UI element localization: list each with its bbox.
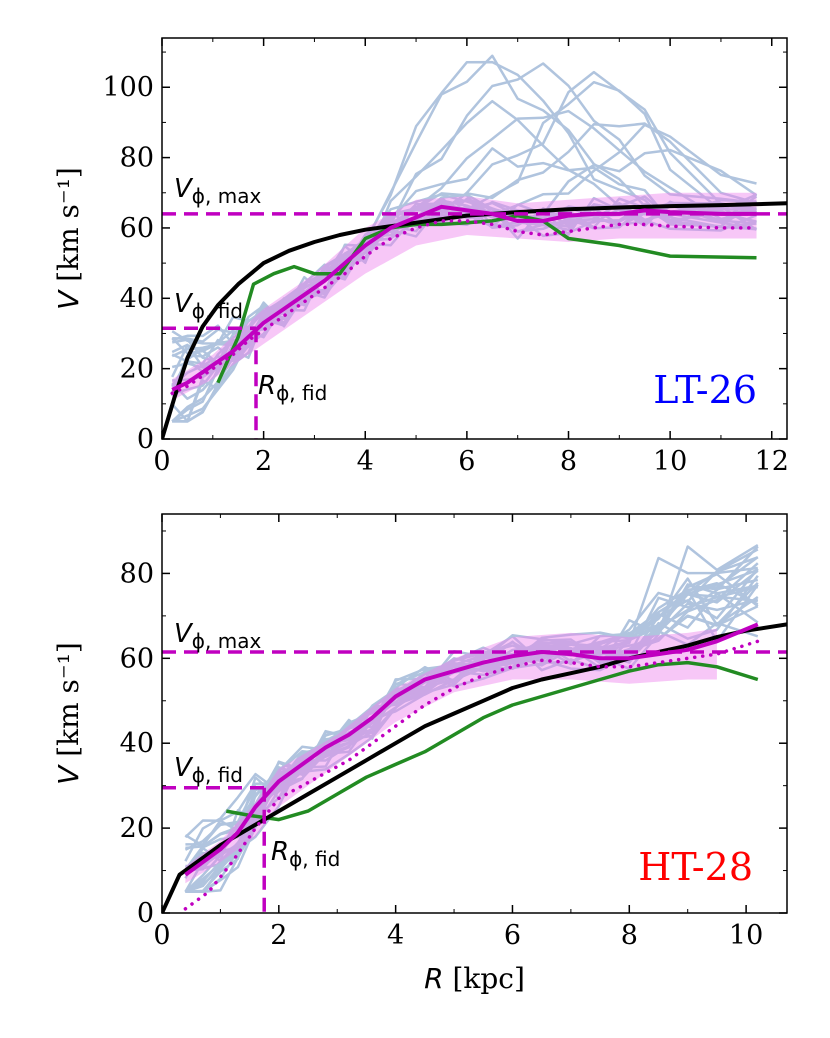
x-tick-label: 2 <box>255 446 272 477</box>
magenta-solid-curve <box>184 622 759 877</box>
bottom-vmax-annotation: Vϕ, max <box>174 619 261 653</box>
top-axes-frame <box>161 37 788 440</box>
realization-line <box>184 581 759 847</box>
x-tick-label: 6 <box>504 920 521 951</box>
y-tick-label: 0 <box>137 898 154 929</box>
y-tick-label: 100 <box>102 72 154 103</box>
y-tick-label: 80 <box>120 558 154 589</box>
top-panel-label: LT-26 <box>653 368 757 412</box>
x-tick-label: 2 <box>270 920 287 951</box>
top-ticks: 0 2 4 6 8 10 12 0 20 40 60 80 100 <box>102 38 789 477</box>
top-panel: 0 2 4 6 8 10 12 0 20 40 60 80 100 LT-26 Vϕ, max Vϕ, … <box>52 37 789 477</box>
bottom-vfid-annotation: Vϕ, fid <box>174 753 243 787</box>
y-tick-label: 0 <box>137 424 154 455</box>
x-tick-label: 12 <box>755 446 789 477</box>
realization-line <box>185 572 759 850</box>
x-axis-label: R [kpc] <box>424 962 525 995</box>
y-tick-label: 60 <box>120 643 154 674</box>
bottom-ticks: 0 2 4 6 8 10 0 20 40 60 80 <box>120 514 787 951</box>
realization-line <box>172 62 757 423</box>
bottom-rfid-annotation: Rϕ, fid <box>271 837 340 871</box>
top-vfid-annotation: Vϕ, fid <box>174 289 243 323</box>
model-curve <box>162 622 787 913</box>
bottom-y-axis-label: V [km s⁻¹] <box>52 642 85 785</box>
realization-line <box>171 99 757 369</box>
top-plot-content <box>162 54 787 439</box>
green-curve <box>225 660 759 822</box>
model-curve <box>162 201 787 439</box>
bottom-panel-label: HT-28 <box>638 845 753 889</box>
x-tick-label: 4 <box>357 446 374 477</box>
x-tick-label: 10 <box>729 920 763 951</box>
y-tick-label: 40 <box>120 283 154 314</box>
bottom-panel: 0 2 4 6 8 10 0 20 40 60 80 HT-28 Vϕ, max Vϕ, fid R… <box>52 513 788 995</box>
y-tick-label: 20 <box>120 354 154 385</box>
x-tick-label: 0 <box>153 446 170 477</box>
y-tick-label: 60 <box>120 213 154 244</box>
x-tick-label: 8 <box>560 446 577 477</box>
bottom-plot-content <box>162 544 787 913</box>
x-tick-label: 0 <box>153 920 170 951</box>
x-tick-label: 4 <box>387 920 404 951</box>
top-vmax-annotation: Vϕ, max <box>174 174 261 208</box>
x-tick-label: 10 <box>653 446 687 477</box>
top-rfid-annotation: Rϕ, fid <box>258 371 327 405</box>
x-tick-label: 6 <box>458 446 475 477</box>
magenta-dotted-curve <box>170 219 759 396</box>
x-tick-label: 8 <box>621 920 638 951</box>
y-tick-label: 20 <box>120 813 154 844</box>
plot-area <box>162 54 787 439</box>
y-tick-label: 40 <box>120 728 154 759</box>
y-tick-label: 80 <box>120 143 154 174</box>
top-y-axis-label: V [km s⁻¹] <box>52 167 85 310</box>
plot-area <box>162 544 787 913</box>
bottom-axes-frame <box>161 513 788 914</box>
realization-line <box>185 577 759 872</box>
